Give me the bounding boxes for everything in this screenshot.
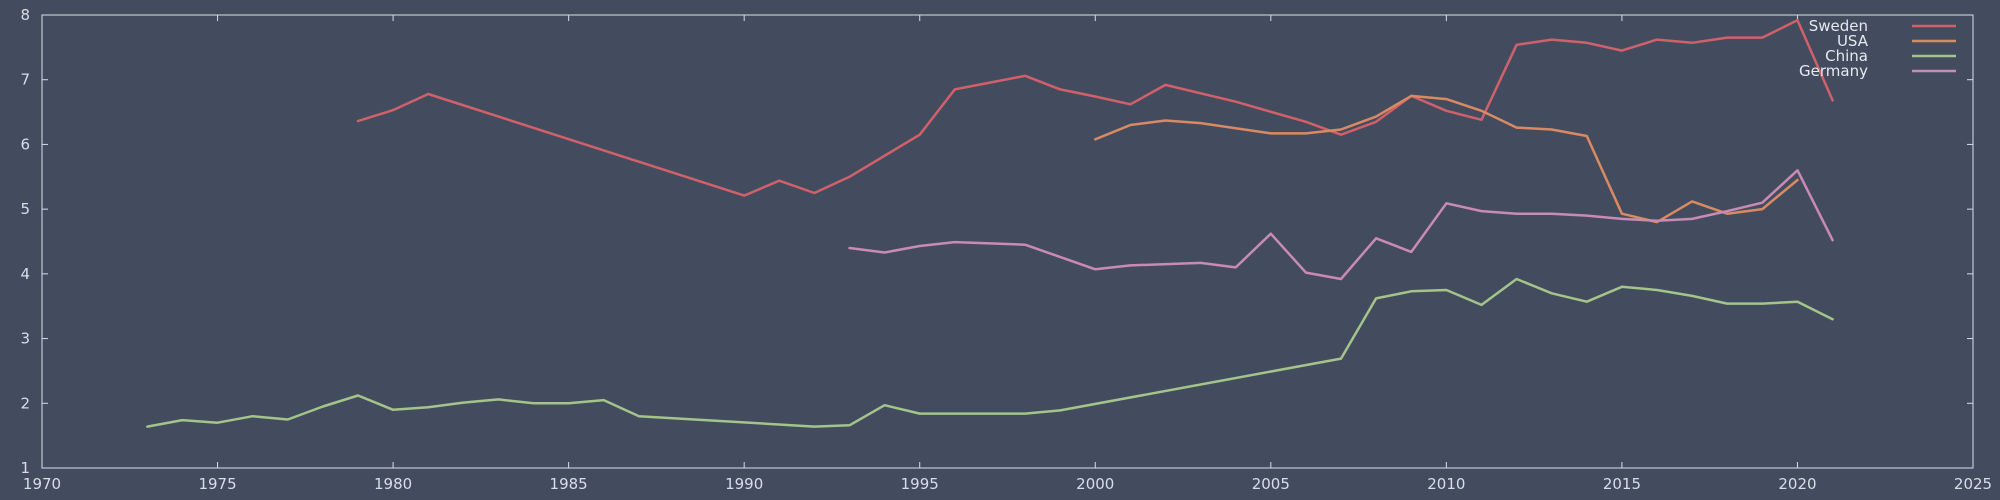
y-tick-label: 3 [20,330,30,348]
x-tick-label: 2025 [1954,475,1992,493]
series-layer [146,18,1834,428]
x-tick-label: 2015 [1603,475,1641,493]
legend-label-sweden: Sweden [1809,17,1868,35]
y-axis: 1 2 3 4 5 6 7 8 [20,6,1973,477]
x-tick-label: 1995 [901,475,939,493]
series-line-usa [1094,94,1799,224]
x-axis: 1970 1975 1980 1985 1990 1995 2000 2005 2010 2015… [23,15,1992,493]
plot-frame [41,14,1974,469]
x-tick-label: 2020 [1778,475,1816,493]
x-tick-label: 1975 [198,475,236,493]
y-tick-label: 6 [20,135,30,153]
x-tick-label: 2005 [1252,475,1290,493]
x-tick-label: 1985 [550,475,588,493]
y-tick-label: 2 [20,394,30,412]
y-tick-label: 8 [20,6,30,24]
x-tick-label: 2000 [1076,475,1114,493]
legend-label-usa: USA [1837,32,1869,50]
y-tick-label: 4 [20,265,30,283]
series-line-china [146,277,1834,428]
x-tick-label: 1980 [374,475,412,493]
y-tick-label: 5 [20,200,30,218]
x-tick-label: 1970 [23,475,61,493]
series-line-sweden [356,18,1834,197]
legend-label-germany: Germany [1799,62,1868,80]
x-tick-label: 2010 [1427,475,1465,493]
legend-label-china: China [1825,47,1868,65]
y-tick-label: 7 [20,71,30,89]
x-tick-label: 1990 [725,475,763,493]
series-line-germany [848,169,1834,281]
y-tick-label: 1 [20,459,30,477]
